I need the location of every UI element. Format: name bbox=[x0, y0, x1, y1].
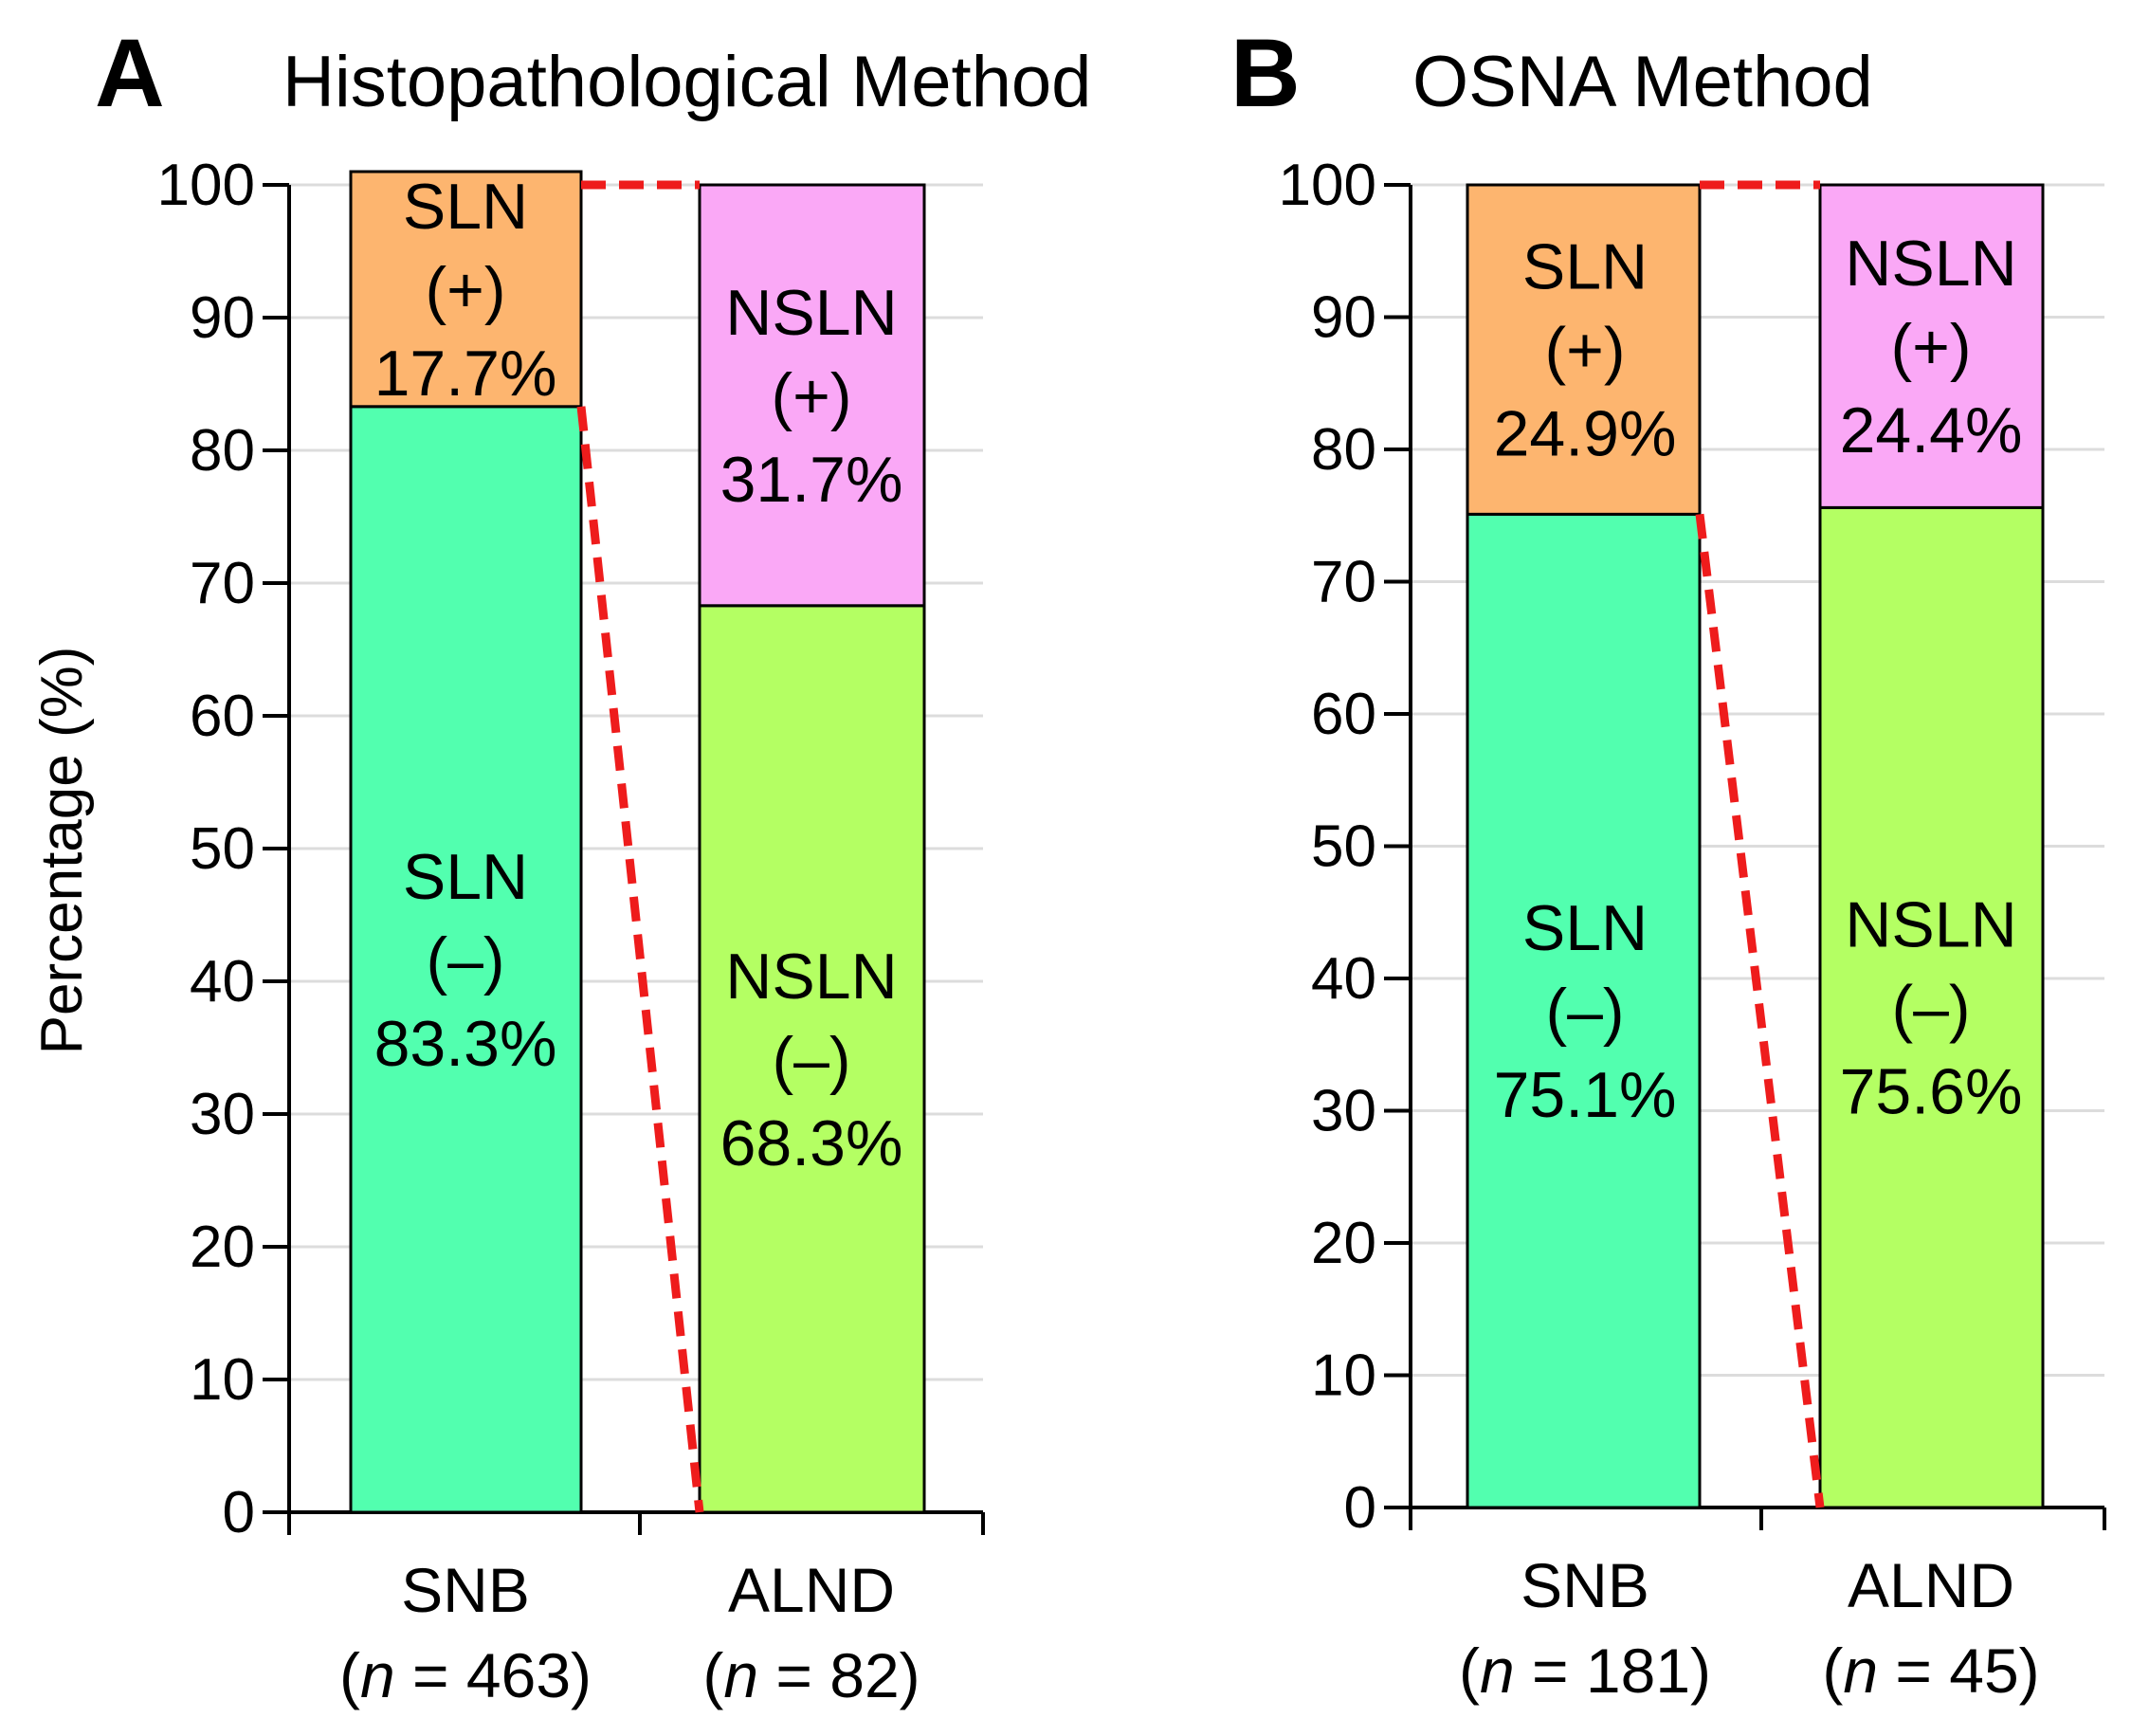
bar-segment bbox=[1466, 512, 1702, 1509]
bar-segment bbox=[349, 405, 583, 1514]
y-tick-label: 70 bbox=[190, 551, 255, 616]
panel-letter: A bbox=[95, 19, 165, 127]
y-tick-label: 20 bbox=[1311, 1211, 1376, 1276]
connector-diagonal-line bbox=[1695, 513, 1825, 1508]
y-tick-label: 50 bbox=[1311, 814, 1376, 880]
y-tick-label: 80 bbox=[1311, 417, 1376, 483]
y-tick-label: 10 bbox=[1311, 1343, 1376, 1409]
bar-segment bbox=[698, 604, 926, 1514]
x-category-label: SNB bbox=[1521, 1550, 1649, 1620]
x-sample-size-label: (n = 82) bbox=[702, 1640, 920, 1710]
panel-b: B OSNA Method 0 10 20 30 40 50 60 70 80 90 100 SLN (–)… bbox=[1230, 19, 2106, 1706]
segment-label: 24.4% bbox=[1840, 394, 2023, 466]
bar-segment bbox=[1818, 505, 2045, 1509]
y-tick-label: 90 bbox=[1311, 285, 1376, 351]
segment-label: (–) bbox=[426, 924, 504, 996]
segment-label: 83.3% bbox=[374, 1008, 557, 1080]
segment-label: (–) bbox=[1891, 973, 1970, 1045]
segment-label: NSLN bbox=[1845, 228, 2016, 300]
segment-label: NSLN bbox=[725, 941, 897, 1013]
y-axis-label: Percentage (%) bbox=[29, 647, 95, 1055]
y-tick-label: 0 bbox=[223, 1480, 255, 1545]
panel-title: Histopathological Method bbox=[282, 42, 1091, 122]
bar-segment bbox=[349, 170, 583, 409]
segment-label: (+) bbox=[426, 254, 506, 326]
segment-label: NSLN bbox=[725, 277, 897, 349]
y-tick-label: 20 bbox=[190, 1215, 255, 1280]
panel-letter: B bbox=[1230, 19, 1301, 127]
panel-title: OSNA Method bbox=[1412, 42, 1873, 122]
connector-diagonal-line bbox=[576, 406, 704, 1513]
segment-label: NSLN bbox=[1845, 889, 2016, 961]
segment-label: 75.1% bbox=[1494, 1059, 1677, 1131]
x-category-label: SNB bbox=[401, 1555, 530, 1625]
segment-label: 17.7% bbox=[374, 338, 557, 410]
y-tick-label: 30 bbox=[190, 1082, 255, 1147]
segment-label: 31.7% bbox=[720, 444, 903, 516]
segment-label: (+) bbox=[1891, 311, 1972, 383]
segment-label: SLN bbox=[403, 841, 528, 913]
segment-label: (–) bbox=[1545, 976, 1624, 1048]
segment-label: 75.6% bbox=[1840, 1056, 2023, 1128]
bar-segment bbox=[698, 183, 926, 608]
y-tick-label: 10 bbox=[190, 1347, 255, 1413]
bar-segment bbox=[1818, 183, 2045, 509]
bar-segment bbox=[1466, 183, 1702, 516]
y-tick-label: 60 bbox=[1311, 682, 1376, 747]
segment-label: SLN bbox=[403, 171, 528, 243]
segment-label: (+) bbox=[1545, 315, 1626, 387]
y-tick-label: 30 bbox=[1311, 1079, 1376, 1144]
panel-a: A Histopathological Method 0 10 20 30 40 50 60 70… bbox=[95, 19, 1091, 1710]
y-tick-label: 100 bbox=[1279, 153, 1376, 218]
y-tick-label: 0 bbox=[1344, 1475, 1376, 1541]
segment-label: SLN bbox=[1522, 231, 1648, 303]
segment-label: (+) bbox=[772, 360, 852, 432]
y-tick-label: 100 bbox=[157, 153, 255, 218]
y-tick-label: 90 bbox=[190, 285, 255, 351]
segment-label: (–) bbox=[772, 1024, 850, 1096]
x-sample-size-label: (n = 463) bbox=[339, 1640, 592, 1710]
y-tick-label: 40 bbox=[190, 949, 255, 1014]
x-category-label: ALND bbox=[728, 1555, 895, 1625]
y-tick-label: 40 bbox=[1311, 946, 1376, 1012]
segment-label: SLN bbox=[1522, 892, 1648, 964]
x-sample-size-label: (n = 45) bbox=[1822, 1635, 2039, 1706]
y-tick-label: 50 bbox=[190, 816, 255, 882]
x-category-label: ALND bbox=[1848, 1550, 2014, 1620]
y-tick-label: 60 bbox=[190, 684, 255, 749]
segment-label: 68.3% bbox=[720, 1107, 903, 1179]
segment-label: 24.9% bbox=[1494, 398, 1677, 470]
x-sample-size-label: (n = 181) bbox=[1459, 1635, 1711, 1706]
y-tick-label: 80 bbox=[190, 418, 255, 484]
y-tick-label: 70 bbox=[1311, 550, 1376, 615]
